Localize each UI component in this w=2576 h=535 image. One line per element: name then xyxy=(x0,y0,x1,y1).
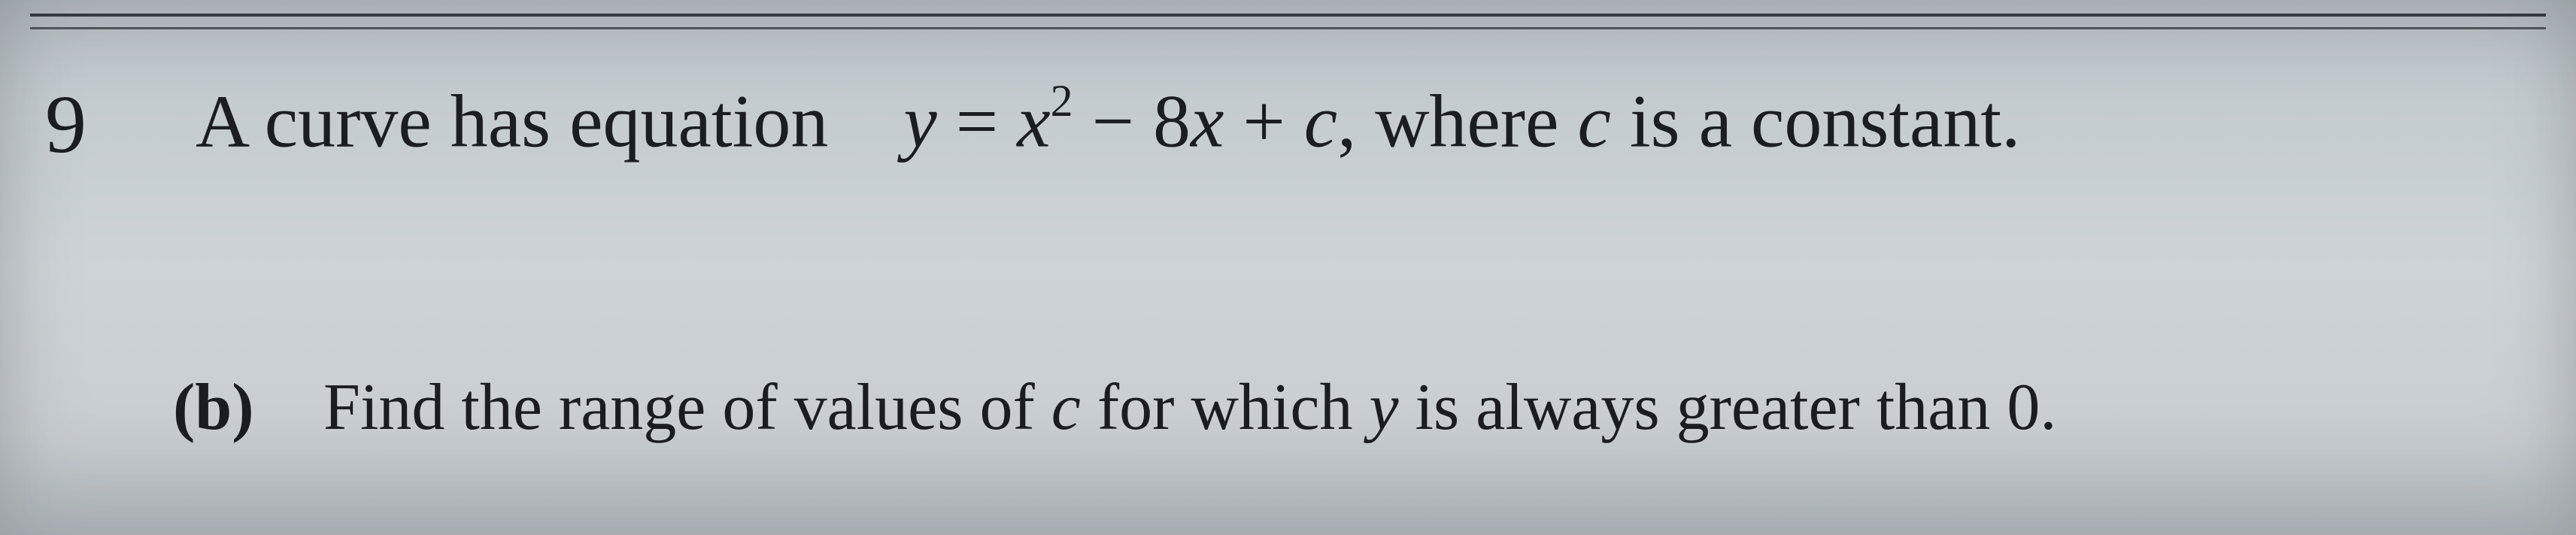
equation-term3-op: + xyxy=(1242,79,1303,163)
equation-term2-coeff: − 8 xyxy=(1092,79,1191,163)
part-b-var-c: c xyxy=(1051,371,1081,444)
equation-equals: = xyxy=(956,79,1017,163)
part-b-var-y: y xyxy=(1369,371,1398,444)
horizontal-rule-secondary xyxy=(30,27,2546,29)
part-b-text: Find the range of values of c for which … xyxy=(323,375,2056,441)
question-number: 9 xyxy=(45,83,86,166)
question-stem: A curve has equation y = x2 − 8x + c, wh… xyxy=(196,83,2020,159)
equation-lhs: y xyxy=(903,79,936,163)
stem-prefix-text: A curve has equation xyxy=(196,79,828,163)
part-b-label: (b) xyxy=(173,375,254,441)
stem-suffix-2: is a constant. xyxy=(1611,79,2020,163)
equation-const: c xyxy=(1304,79,1337,163)
equation-term1-exp: 2 xyxy=(1051,76,1073,126)
part-b-text-1: Find the range of values of xyxy=(323,371,1051,444)
equation-term2-var: x xyxy=(1191,79,1224,163)
equation-term1-var: x xyxy=(1017,79,1050,163)
part-b-text-3: is always greater than 0. xyxy=(1399,371,2057,444)
horizontal-rule-top xyxy=(30,14,2546,17)
part-b-text-2: for which xyxy=(1081,371,1370,444)
stem-suffix-1: , where xyxy=(1337,79,1577,163)
stem-suffix-const: c xyxy=(1577,79,1610,163)
